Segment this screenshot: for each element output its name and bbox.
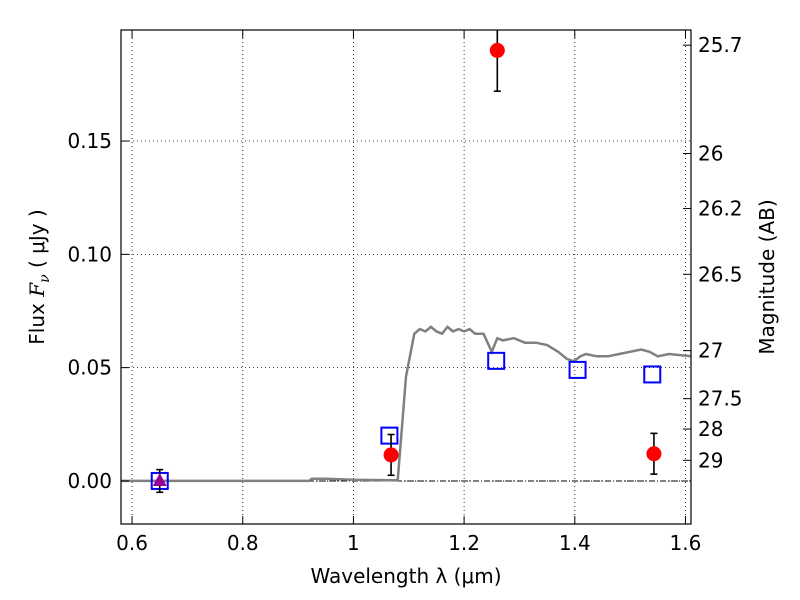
right-tick-label: 26.2 bbox=[698, 197, 743, 221]
right-tick-label: 26 bbox=[698, 142, 723, 166]
plot-frame bbox=[120, 29, 692, 525]
y-tick-label: 0.10 bbox=[67, 242, 112, 266]
grid-lines bbox=[121, 30, 691, 524]
right-tick-label: 27.5 bbox=[698, 387, 743, 411]
model-flux-square bbox=[380, 426, 399, 445]
x-tick-label: 1 bbox=[347, 531, 360, 555]
y-axis-title-symbol: F bbox=[25, 282, 49, 298]
data-points bbox=[150, 30, 662, 494]
flux-point bbox=[489, 42, 505, 58]
right-tick-label: 26.5 bbox=[698, 262, 743, 286]
x-tick-label: 0.8 bbox=[227, 531, 259, 555]
y-axis-title-subscript: ν bbox=[37, 274, 53, 283]
flux-point bbox=[646, 446, 662, 462]
right-tick-label: 27 bbox=[698, 339, 723, 363]
model-flux-square bbox=[487, 351, 506, 370]
x-tick-label: 1.6 bbox=[670, 531, 702, 555]
right-tick-label: 25.7 bbox=[698, 33, 743, 57]
y-tick-label: 0.05 bbox=[67, 356, 112, 380]
y-axis-title: Flux Fν ( μJy ) bbox=[25, 209, 53, 344]
y-tick-label: 0.15 bbox=[67, 129, 112, 153]
y-axis-title-pre: Flux bbox=[25, 297, 49, 345]
y-axis-title-post: ( μJy ) bbox=[25, 209, 49, 274]
right-tick-label: 28 bbox=[698, 417, 723, 441]
x-tick-label: 0.6 bbox=[116, 531, 148, 555]
x-tick-label: 1.2 bbox=[448, 531, 480, 555]
flux-point bbox=[383, 447, 399, 463]
x-axis-title: Wavelength λ (μm) bbox=[310, 564, 501, 588]
sed-model-curve bbox=[121, 325, 692, 483]
y-tick-label: 0.00 bbox=[67, 469, 112, 493]
axis-ticks: 0.6 0.8 1 1.2 1.4 1.6 0.00 0.05 0.10 0.15 25.7 26 26… bbox=[67, 30, 743, 555]
right-tick-label: 29 bbox=[698, 448, 723, 472]
right-axis-title: Magnitude (AB) bbox=[755, 199, 779, 354]
upper-limit-triangle bbox=[152, 472, 167, 486]
model-flux-square bbox=[643, 365, 662, 384]
model-flux-square bbox=[568, 360, 587, 379]
x-tick-label: 1.4 bbox=[559, 531, 591, 555]
